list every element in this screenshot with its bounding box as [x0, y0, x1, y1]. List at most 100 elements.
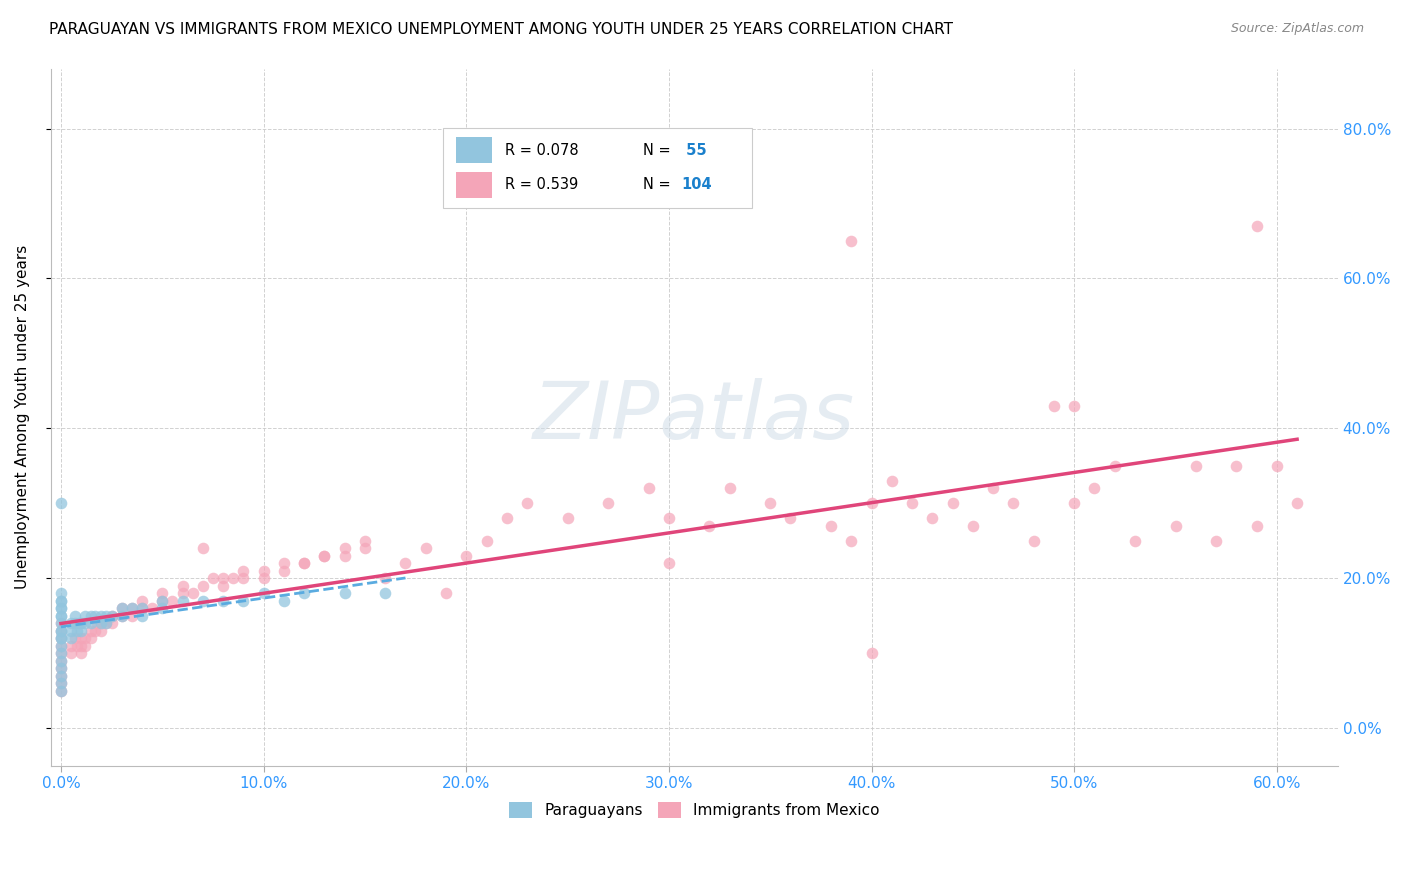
- Text: ZIPatlas: ZIPatlas: [533, 378, 855, 456]
- Point: [921, 511, 943, 525]
- Point: [100, 608, 122, 623]
- Point: [860, 647, 883, 661]
- Point: [962, 519, 984, 533]
- Point: [658, 511, 681, 525]
- Point: [252, 571, 274, 585]
- Point: [292, 557, 315, 571]
- Point: [75, 632, 97, 646]
- Point: [100, 616, 122, 631]
- Point: [1043, 399, 1066, 413]
- Point: [1063, 399, 1085, 413]
- Point: [475, 533, 498, 548]
- Point: [222, 571, 245, 585]
- Point: [232, 571, 254, 585]
- Text: R = 0.078: R = 0.078: [505, 143, 579, 158]
- Point: [292, 557, 315, 571]
- Point: [779, 511, 801, 525]
- Point: [49, 608, 72, 623]
- Point: [49, 676, 72, 690]
- Point: [333, 541, 356, 556]
- Text: 104: 104: [682, 178, 711, 193]
- Point: [75, 639, 97, 653]
- Point: [456, 549, 478, 563]
- Point: [90, 616, 112, 631]
- Point: [273, 564, 295, 578]
- Point: [333, 549, 356, 563]
- Point: [839, 234, 862, 248]
- Point: [658, 557, 681, 571]
- Point: [49, 586, 72, 600]
- Point: [860, 496, 883, 510]
- Point: [86, 616, 108, 631]
- Point: [49, 594, 72, 608]
- Point: [49, 639, 72, 653]
- Point: [1184, 458, 1206, 473]
- Point: [49, 661, 72, 675]
- Point: [49, 496, 72, 510]
- Point: [1123, 533, 1146, 548]
- Point: [354, 533, 377, 548]
- Point: [49, 647, 72, 661]
- Point: [60, 616, 83, 631]
- Point: [718, 482, 741, 496]
- Point: [121, 601, 143, 615]
- Point: [90, 616, 112, 631]
- Point: [70, 632, 93, 646]
- Point: [49, 616, 72, 631]
- Point: [49, 624, 72, 638]
- Point: [637, 482, 659, 496]
- Point: [111, 601, 134, 615]
- Point: [252, 564, 274, 578]
- Text: R = 0.539: R = 0.539: [505, 178, 578, 193]
- Point: [60, 639, 83, 653]
- Point: [1286, 496, 1309, 510]
- Point: [150, 586, 173, 600]
- Point: [201, 571, 224, 585]
- Point: [49, 654, 72, 668]
- Point: [100, 608, 122, 623]
- Point: [80, 608, 103, 623]
- Point: [94, 616, 117, 631]
- Point: [70, 639, 93, 653]
- Point: [394, 557, 416, 571]
- Point: [60, 647, 83, 661]
- Point: [1246, 219, 1268, 233]
- Point: [759, 496, 782, 510]
- Text: N =: N =: [643, 178, 671, 193]
- Point: [150, 601, 173, 615]
- Point: [191, 594, 214, 608]
- Point: [314, 549, 336, 563]
- Point: [94, 616, 117, 631]
- Point: [901, 496, 924, 510]
- Point: [820, 519, 842, 533]
- Point: [80, 624, 103, 638]
- Point: [131, 601, 153, 615]
- Point: [150, 594, 173, 608]
- Text: Source: ZipAtlas.com: Source: ZipAtlas.com: [1230, 22, 1364, 36]
- Point: [49, 616, 72, 631]
- Point: [598, 496, 620, 510]
- Point: [49, 676, 72, 690]
- Legend: Paraguayans, Immigrants from Mexico: Paraguayans, Immigrants from Mexico: [503, 797, 886, 824]
- Point: [354, 541, 377, 556]
- Point: [121, 608, 143, 623]
- Point: [75, 616, 97, 631]
- Point: [49, 647, 72, 661]
- Point: [111, 608, 134, 623]
- Point: [1205, 533, 1227, 548]
- Point: [212, 571, 235, 585]
- Point: [111, 601, 134, 615]
- Point: [49, 654, 72, 668]
- Point: [1164, 519, 1187, 533]
- Point: [90, 624, 112, 638]
- Point: [49, 601, 72, 615]
- Point: [172, 579, 194, 593]
- Point: [172, 594, 194, 608]
- Y-axis label: Unemployment Among Youth under 25 years: Unemployment Among Youth under 25 years: [15, 245, 30, 590]
- FancyBboxPatch shape: [456, 136, 492, 163]
- Text: N =: N =: [643, 143, 671, 158]
- Point: [49, 684, 72, 698]
- Point: [111, 608, 134, 623]
- Point: [212, 594, 235, 608]
- Point: [557, 511, 579, 525]
